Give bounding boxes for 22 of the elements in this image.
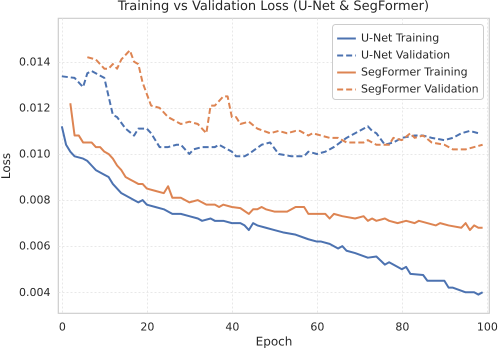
- x-axis-title: Epoch: [256, 334, 292, 348]
- legend-label: SegFormer Validation: [361, 82, 479, 96]
- line-series: [60, 125, 484, 296]
- y-tick-label: 0.004: [19, 286, 50, 299]
- y-axis-title: Loss: [0, 152, 14, 180]
- x-tick-label: 100: [476, 320, 498, 334]
- line-series: [69, 102, 484, 232]
- x-tick-label: 0: [58, 320, 66, 334]
- legend-label: U-Net Training: [361, 32, 440, 44]
- y-tick-label: 0.010: [19, 147, 50, 160]
- line-series: [86, 49, 484, 150]
- x-tick-label: 20: [140, 320, 154, 334]
- y-tick-label: 0.008: [19, 194, 50, 207]
- legend-label: SegFormer Training: [361, 66, 468, 78]
- chart-title: Training vs Validation Loss (U-Net & SegFormer): [116, 0, 430, 14]
- y-tick-label: 0.012: [19, 101, 50, 114]
- legend-label: U-Net Validation: [361, 48, 450, 62]
- y-tick-label: 0.006: [19, 240, 50, 253]
- x-tick-label: 80: [395, 320, 410, 334]
- x-tick-label: 40: [225, 320, 240, 334]
- y-tick-label: 0.014: [19, 55, 50, 68]
- x-tick-label: 60: [310, 320, 324, 334]
